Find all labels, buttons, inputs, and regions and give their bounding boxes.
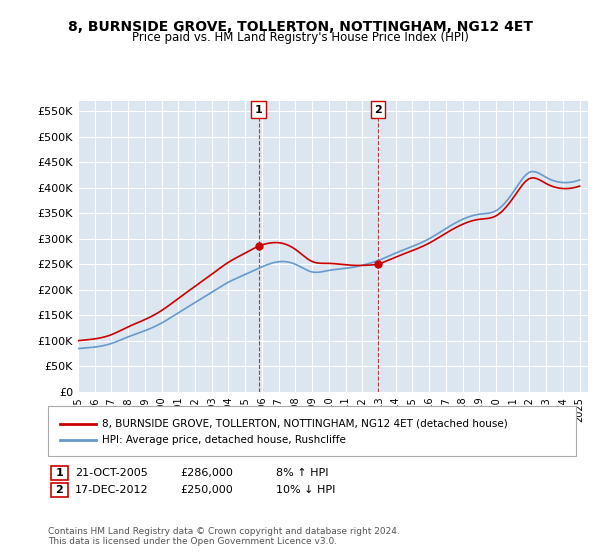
Text: 1: 1: [255, 105, 262, 115]
Text: 8, BURNSIDE GROVE, TOLLERTON, NOTTINGHAM, NG12 4ET: 8, BURNSIDE GROVE, TOLLERTON, NOTTINGHAM…: [67, 20, 533, 34]
Text: Price paid vs. HM Land Registry's House Price Index (HPI): Price paid vs. HM Land Registry's House …: [131, 31, 469, 44]
Text: 2: 2: [56, 485, 63, 495]
Text: £286,000: £286,000: [180, 468, 233, 478]
Text: HPI: Average price, detached house, Rushcliffe: HPI: Average price, detached house, Rush…: [102, 435, 346, 445]
Text: Contains HM Land Registry data © Crown copyright and database right 2024.
This d: Contains HM Land Registry data © Crown c…: [48, 526, 400, 546]
Text: 8% ↑ HPI: 8% ↑ HPI: [276, 468, 329, 478]
Text: 8, BURNSIDE GROVE, TOLLERTON, NOTTINGHAM, NG12 4ET (detached house): 8, BURNSIDE GROVE, TOLLERTON, NOTTINGHAM…: [102, 419, 508, 429]
Text: 1: 1: [56, 468, 63, 478]
Text: 17-DEC-2012: 17-DEC-2012: [75, 485, 149, 495]
Text: 2: 2: [374, 105, 382, 115]
Text: 21-OCT-2005: 21-OCT-2005: [75, 468, 148, 478]
Text: 10% ↓ HPI: 10% ↓ HPI: [276, 485, 335, 495]
Text: £250,000: £250,000: [180, 485, 233, 495]
